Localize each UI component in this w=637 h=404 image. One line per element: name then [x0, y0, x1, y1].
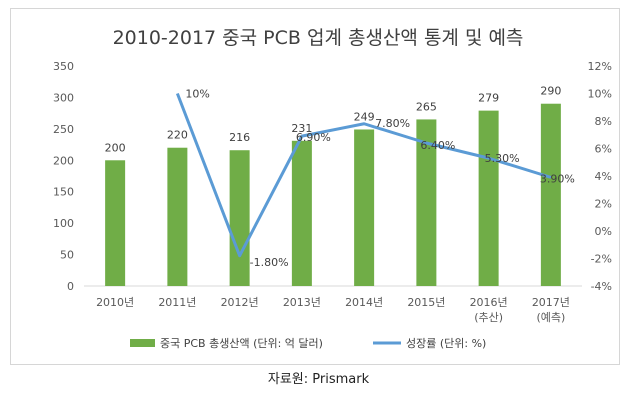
growth-data-label: -1.80% [250, 256, 289, 269]
bar [540, 103, 561, 286]
x-tick-label: 2012년 [221, 296, 259, 309]
y-left-tick-label: 350 [53, 60, 74, 73]
y-left-tick-label: 200 [53, 154, 74, 167]
bar-data-label: 231 [291, 122, 312, 135]
y-right-tick-label: 8% [595, 115, 612, 128]
x-tick-label: 2015년 [407, 296, 445, 309]
legend-bar-label: 중국 PCB 총생산액 (단위: 억 달러) [160, 337, 323, 350]
axes: 0 50 100 150 200 250 300 350 -4% -2% 0% 2% 4% 6% 8% 10%… [53, 60, 612, 324]
chart-title: 2010-2017 중국 PCB 업계 총생산액 통계 및 예측 [113, 27, 524, 49]
y-right-tick-label: 0% [595, 225, 612, 238]
x-tick-label: 2017년 [532, 296, 570, 309]
y-right-tick-label: 2% [595, 198, 612, 211]
y-right-tick-label: -4% [591, 280, 612, 293]
y-right-tick-label: 10% [588, 88, 612, 101]
x-tick-label: 2013년 [283, 296, 321, 309]
y-left-tick-label: 100 [53, 217, 74, 230]
bar [291, 140, 312, 286]
x-tick-label: 2016년 [470, 296, 508, 309]
bar-data-label: 200 [105, 141, 126, 154]
y-right-tick-label: 4% [595, 170, 612, 183]
source-note: 자료원: Prismark [267, 372, 370, 387]
legend-line-label: 성장률 (단위: %) [406, 337, 486, 350]
x-tick-label: 2014년 [345, 296, 383, 309]
growth-data-label: 5.30% [485, 152, 520, 165]
y-left-tick-label: 0 [67, 280, 74, 293]
bar-data-label: 279 [478, 92, 499, 105]
bar [167, 147, 188, 286]
legend-bar-swatch [130, 339, 155, 347]
bar-data-label: 265 [416, 100, 437, 113]
x-tick-label: 2011년 [158, 296, 196, 309]
growth-line-path [175, 92, 552, 258]
bars: 200 220 216 231 249 265 279 290 [105, 85, 561, 286]
bar-data-label: 216 [229, 131, 250, 144]
x-tick-label: (예측) [536, 311, 565, 324]
x-tick-label: 2010년 [96, 296, 134, 309]
bar [416, 119, 437, 286]
bar-data-label: 220 [167, 129, 188, 142]
y-right-tick-label: 12% [588, 60, 612, 73]
growth-data-label: 10% [185, 88, 209, 101]
growth-data-label: 3.90% [540, 172, 575, 185]
legend: 중국 PCB 총생산액 (단위: 억 달러) 성장률 (단위: %) [130, 337, 486, 350]
bar [105, 160, 126, 286]
growth-data-label: 6.40% [420, 139, 455, 152]
growth-line: 10% -1.80% 6.90% 7.80% 6.40% 5.30% 3.90% [175, 88, 575, 269]
bar [229, 150, 250, 286]
y-left-tick-label: 250 [53, 123, 74, 136]
growth-data-label: 7.80% [375, 117, 410, 130]
bar-data-label: 290 [540, 85, 561, 98]
x-tick-label: (추산) [474, 311, 503, 324]
bar [478, 110, 499, 286]
growth-data-label: 6.90% [296, 131, 331, 144]
y-left-tick-label: 300 [53, 91, 74, 104]
bar [354, 129, 375, 286]
y-right-tick-label: 6% [595, 143, 612, 156]
bar-data-label: 249 [354, 110, 375, 123]
y-left-tick-label: 150 [53, 186, 74, 199]
y-right-tick-label: -2% [591, 253, 612, 266]
y-left-tick-label: 50 [60, 249, 74, 262]
